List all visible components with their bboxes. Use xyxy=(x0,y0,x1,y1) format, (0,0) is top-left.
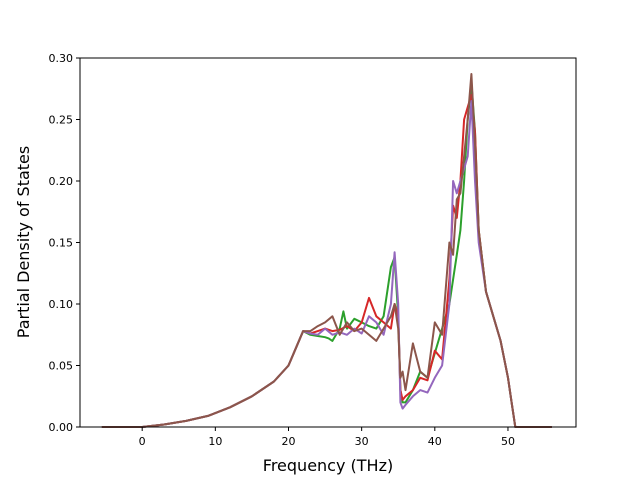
x-tick-label: 50 xyxy=(501,435,515,448)
x-axis: 0 10 20 30 40 50 xyxy=(139,427,515,448)
y-tick-label: 0.00 xyxy=(49,421,74,434)
x-tick-label: 10 xyxy=(208,435,222,448)
series-line-4 xyxy=(101,73,552,428)
x-tick-label: 0 xyxy=(139,435,146,448)
y-tick-label: 0.30 xyxy=(49,52,74,65)
x-tick-label: 30 xyxy=(355,435,369,448)
series-group xyxy=(101,73,552,428)
y-tick-label: 0.10 xyxy=(49,298,74,311)
y-tick-label: 0.25 xyxy=(49,114,74,127)
y-axis: 0.00 0.05 0.10 0.15 0.20 0.25 0.30 xyxy=(49,52,80,434)
y-tick-label: 0.15 xyxy=(49,237,74,250)
y-tick-label: 0.20 xyxy=(49,175,74,188)
x-tick-label: 40 xyxy=(428,435,442,448)
x-axis-label: Frequency (THz) xyxy=(263,456,393,475)
x-tick-label: 20 xyxy=(281,435,295,448)
y-tick-label: 0.05 xyxy=(49,360,74,373)
y-axis-label: Partial Density of States xyxy=(14,146,33,338)
